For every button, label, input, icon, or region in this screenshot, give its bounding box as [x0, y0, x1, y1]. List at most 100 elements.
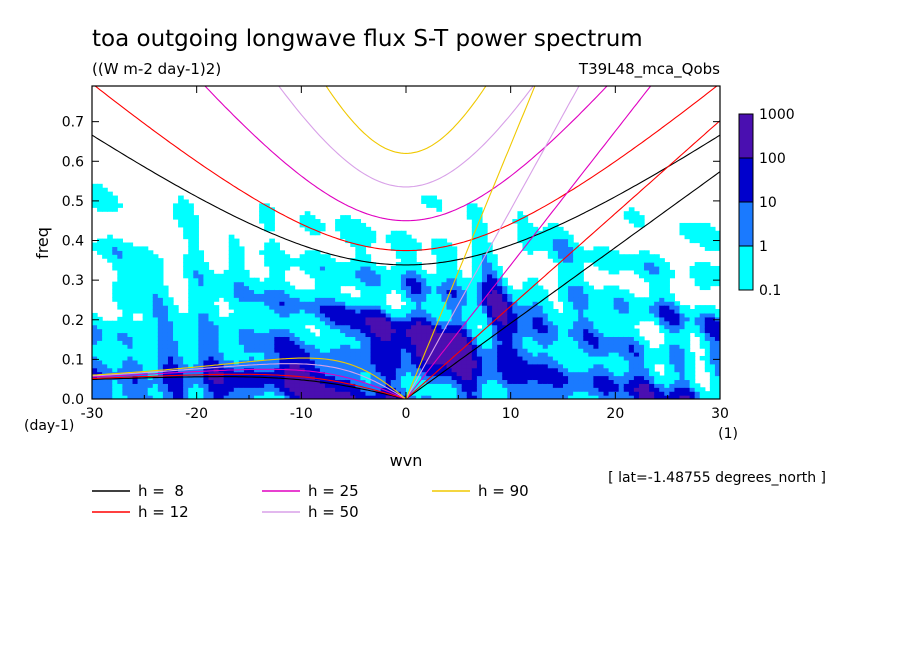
heatmap-cell [173, 305, 179, 310]
heatmap-cell [583, 387, 589, 392]
heatmap-cell [299, 340, 306, 345]
heatmap-cell [274, 348, 280, 353]
heatmap-cell [289, 375, 296, 381]
heatmap-cell [684, 395, 691, 399]
heatmap-cell [502, 305, 508, 310]
heatmap-cell [578, 293, 584, 298]
heatmap-cell [649, 277, 655, 283]
heatmap-cell [102, 195, 108, 201]
heatmap-cell [238, 269, 245, 275]
heatmap-cell [466, 352, 473, 357]
heatmap-cell [446, 359, 453, 365]
heatmap-cell [157, 336, 164, 341]
heatmap-cell [532, 367, 539, 373]
heatmap-cell [573, 312, 579, 318]
heatmap-cell [289, 332, 296, 337]
heatmap-cell [628, 301, 635, 306]
heatmap-cell [416, 367, 422, 373]
heatmap-cell [309, 262, 316, 267]
heatmap-cell [289, 309, 296, 314]
heatmap-cell [203, 355, 210, 361]
heatmap-cell [132, 289, 139, 294]
heatmap-cell [198, 359, 205, 365]
heatmap-cell [704, 324, 711, 330]
heatmap-cell [568, 383, 574, 388]
heatmap-cell [324, 289, 331, 294]
heatmap-cell [466, 320, 473, 326]
heatmap-cell [699, 285, 706, 291]
heatmap-cell [243, 309, 250, 314]
heatmap-cell [471, 281, 478, 287]
heatmap-cell [112, 289, 118, 294]
heatmap-cell [704, 246, 711, 251]
heatmap-cell [471, 320, 478, 326]
heatmap-cell [628, 363, 635, 369]
heatmap-cell [547, 348, 554, 353]
heatmap-cell [476, 359, 483, 365]
heatmap-cell [162, 395, 169, 399]
heatmap-cell [512, 297, 519, 302]
heatmap-cell [699, 234, 706, 240]
heatmap-cell [674, 359, 681, 365]
heatmap-cell [223, 285, 230, 291]
heatmap-cell [183, 273, 189, 279]
heatmap-cell [649, 297, 655, 302]
heatmap-cell [193, 352, 199, 357]
heatmap-cell [269, 226, 275, 232]
heatmap-cell [274, 265, 280, 271]
heatmap-cell [456, 293, 463, 298]
heatmap-cell [573, 375, 579, 381]
heatmap-cell [476, 230, 483, 236]
heatmap-cell [92, 183, 98, 189]
heatmap-cell [264, 387, 270, 392]
heatmap-cell [628, 265, 635, 271]
heatmap-cell [208, 293, 215, 298]
heatmap-cell [588, 391, 594, 396]
heatmap-cell [117, 332, 123, 337]
heatmap-cell [345, 367, 351, 373]
heatmap-cell [431, 250, 437, 255]
heatmap-cell [309, 273, 316, 279]
heatmap-cell [324, 395, 331, 399]
heatmap-cell [613, 254, 620, 259]
heatmap-cell [365, 348, 372, 353]
heatmap-cell [284, 312, 291, 318]
heatmap-cell [299, 309, 306, 314]
heatmap-cell [557, 250, 564, 255]
heatmap-cell [512, 383, 519, 388]
heatmap-cell [416, 281, 422, 287]
heatmap-cell [476, 215, 483, 220]
heatmap-cell [395, 277, 402, 283]
heatmap-cell [583, 395, 589, 399]
heatmap-cell [649, 269, 655, 275]
heatmap-cell [446, 250, 453, 255]
heatmap-cell [451, 336, 458, 341]
heatmap-cell [547, 371, 554, 377]
chart-subtitle: ((W m-2 day-1)2) [92, 60, 221, 78]
heatmap-cell [127, 246, 134, 251]
heatmap-cell [669, 367, 676, 373]
heatmap-cell [522, 242, 529, 248]
heatmap-cell [644, 250, 650, 255]
heatmap-cell [674, 320, 681, 326]
heatmap-cell [674, 340, 681, 345]
heatmap-cell [598, 254, 605, 259]
heatmap-cell [416, 332, 422, 337]
heatmap-cell [243, 273, 250, 279]
heatmap-cell [132, 301, 139, 306]
heatmap-cell [623, 336, 630, 341]
heatmap-cell [350, 301, 356, 306]
heatmap-cell [370, 395, 377, 399]
heatmap-cell [228, 320, 235, 326]
heatmap-cell [522, 359, 529, 365]
heatmap-cell [223, 324, 230, 330]
heatmap-cell [603, 324, 610, 330]
heatmap-cell [613, 269, 620, 275]
heatmap-cell [122, 367, 129, 373]
heatmap-cell [552, 340, 559, 345]
heatmap-cell [395, 383, 402, 388]
heatmap-cell [350, 371, 356, 377]
heatmap-cell [274, 355, 280, 361]
heatmap-cell [127, 344, 134, 349]
heatmap-cell [183, 316, 189, 322]
